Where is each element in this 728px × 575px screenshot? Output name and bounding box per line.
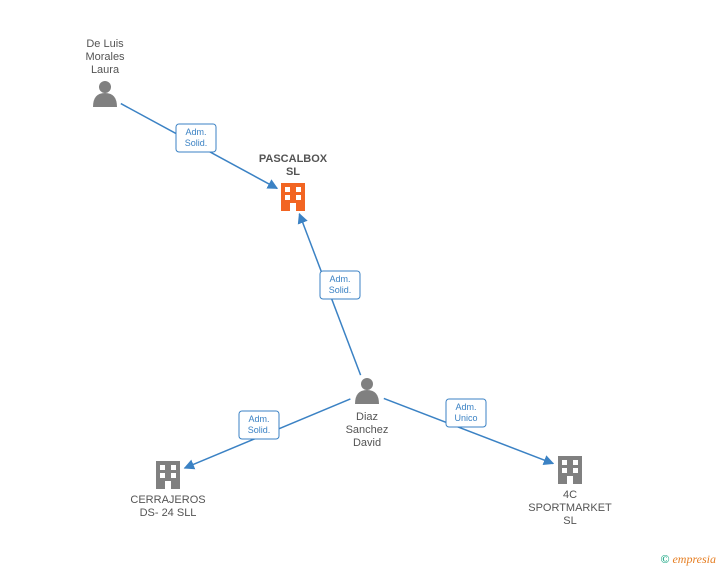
edge-label-text: Adm. (455, 402, 476, 412)
node-david[interactable]: DiazSanchezDavid (346, 378, 389, 449)
person-icon (355, 378, 379, 404)
node-label: SL (563, 515, 576, 527)
node-cerr[interactable]: CERRAJEROSDS- 24 SLL (130, 461, 205, 519)
relationship-diagram: Adm.Solid.Adm.Solid.Adm.Solid.Adm.Unico … (0, 0, 728, 575)
building-icon (156, 461, 180, 489)
node-label: Morales (85, 51, 125, 63)
node-label: PASCALBOX (259, 153, 328, 165)
node-label: DS- 24 SLL (140, 507, 197, 519)
edge-label-laura-pascal: Adm.Solid. (176, 124, 216, 152)
node-label: 4C (563, 489, 577, 501)
edge-label-david-sport: Adm.Unico (446, 399, 486, 427)
node-label: CERRAJEROS (130, 494, 205, 506)
building-icon (281, 183, 305, 211)
node-label: Laura (91, 64, 120, 76)
edge-label-text: Adm. (248, 414, 269, 424)
edge-label-text: Solid. (329, 285, 352, 295)
edge-label-text: Adm. (329, 274, 350, 284)
brand-name: empresia (672, 552, 716, 566)
copyright-symbol: © (660, 552, 669, 566)
node-sport[interactable]: 4CSPORTMARKETSL (528, 456, 612, 527)
person-icon (93, 81, 117, 107)
edge-label-david-pascal: Adm.Solid. (320, 271, 360, 299)
node-pascal[interactable]: PASCALBOXSL (259, 153, 328, 211)
edge-label-text: Adm. (185, 127, 206, 137)
footer-attribution: © empresia (660, 552, 716, 567)
building-icon (558, 456, 582, 484)
node-label: SL (286, 166, 300, 178)
node-label: David (353, 437, 381, 449)
node-label: Sanchez (346, 424, 389, 436)
edge-label-text: Solid. (185, 138, 208, 148)
edge-label-text: Solid. (248, 425, 271, 435)
edge-label-text: Unico (454, 413, 477, 423)
node-label: De Luis (86, 38, 124, 50)
node-label: Diaz (356, 411, 378, 423)
edge-label-david-cerr: Adm.Solid. (239, 411, 279, 439)
node-laura[interactable]: De LuisMoralesLaura (85, 38, 125, 107)
node-label: SPORTMARKET (528, 502, 612, 514)
